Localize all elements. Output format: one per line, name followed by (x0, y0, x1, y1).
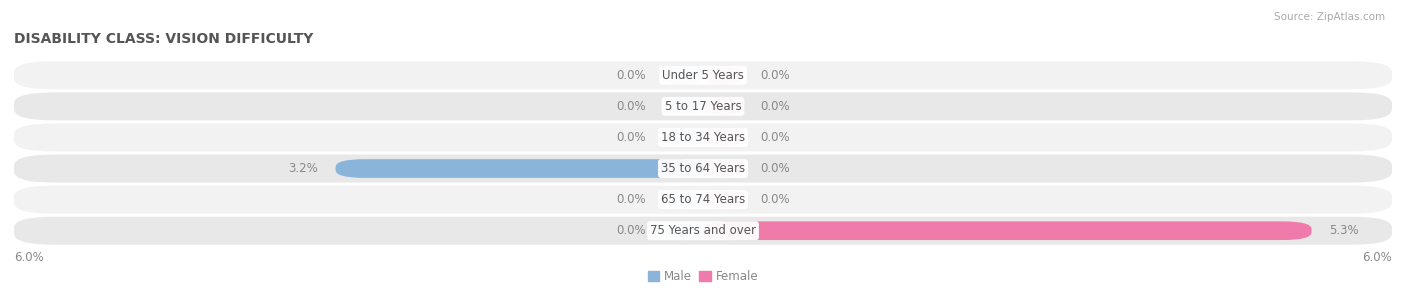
FancyBboxPatch shape (14, 186, 1392, 214)
FancyBboxPatch shape (14, 123, 1392, 151)
Text: 75 Years and over: 75 Years and over (650, 224, 756, 237)
FancyBboxPatch shape (703, 221, 1312, 240)
Text: 0.0%: 0.0% (616, 69, 645, 82)
Text: 5.3%: 5.3% (1329, 224, 1358, 237)
FancyBboxPatch shape (14, 217, 1392, 245)
Text: 3.2%: 3.2% (288, 162, 318, 175)
FancyBboxPatch shape (703, 159, 744, 178)
FancyBboxPatch shape (14, 92, 1392, 120)
Legend: Male, Female: Male, Female (643, 266, 763, 288)
FancyBboxPatch shape (703, 128, 744, 147)
FancyBboxPatch shape (662, 66, 703, 85)
Text: 0.0%: 0.0% (761, 162, 790, 175)
FancyBboxPatch shape (662, 221, 703, 240)
Text: 6.0%: 6.0% (14, 251, 44, 264)
Text: 0.0%: 0.0% (761, 193, 790, 206)
FancyBboxPatch shape (14, 61, 1392, 89)
Text: Under 5 Years: Under 5 Years (662, 69, 744, 82)
Text: 65 to 74 Years: 65 to 74 Years (661, 193, 745, 206)
Text: 5 to 17 Years: 5 to 17 Years (665, 100, 741, 113)
Text: 0.0%: 0.0% (761, 100, 790, 113)
FancyBboxPatch shape (662, 190, 703, 209)
FancyBboxPatch shape (703, 66, 744, 85)
Text: 0.0%: 0.0% (616, 100, 645, 113)
Text: 18 to 34 Years: 18 to 34 Years (661, 131, 745, 144)
FancyBboxPatch shape (703, 97, 744, 116)
FancyBboxPatch shape (336, 159, 703, 178)
Text: 6.0%: 6.0% (1362, 251, 1392, 264)
Text: 0.0%: 0.0% (616, 193, 645, 206)
FancyBboxPatch shape (703, 190, 744, 209)
Text: 0.0%: 0.0% (761, 131, 790, 144)
FancyBboxPatch shape (662, 128, 703, 147)
Text: 0.0%: 0.0% (616, 131, 645, 144)
Text: 35 to 64 Years: 35 to 64 Years (661, 162, 745, 175)
Text: Source: ZipAtlas.com: Source: ZipAtlas.com (1274, 12, 1385, 22)
FancyBboxPatch shape (662, 97, 703, 116)
Text: DISABILITY CLASS: VISION DIFFICULTY: DISABILITY CLASS: VISION DIFFICULTY (14, 32, 314, 46)
Text: 0.0%: 0.0% (761, 69, 790, 82)
Text: 0.0%: 0.0% (616, 224, 645, 237)
FancyBboxPatch shape (14, 155, 1392, 183)
